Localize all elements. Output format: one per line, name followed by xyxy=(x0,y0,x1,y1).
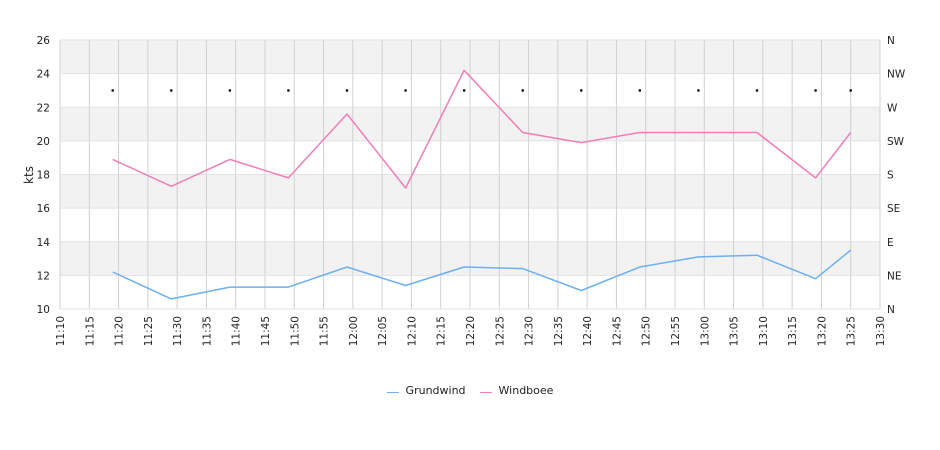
x-tick-label: 11:45 xyxy=(260,316,272,346)
x-tick-label: 11:20 xyxy=(114,316,126,346)
x-tick-label: 12:55 xyxy=(670,316,682,346)
x-tick-label: 11:55 xyxy=(319,316,331,346)
x-tick-label: 13:10 xyxy=(758,316,770,346)
x-tick-label: 12:10 xyxy=(406,316,418,346)
direction-marker xyxy=(579,89,583,92)
y-tick-label: 26 xyxy=(37,35,51,47)
direction-tick-label: SE xyxy=(887,203,900,215)
x-tick-label: 13:00 xyxy=(699,316,711,346)
direction-marker xyxy=(755,89,759,92)
direction-tick-label: S xyxy=(887,170,894,182)
x-tick-label: 11:40 xyxy=(231,316,243,346)
direction-marker xyxy=(521,89,525,92)
x-tick-label: 11:30 xyxy=(172,316,184,346)
x-tick-label: 13:05 xyxy=(729,316,741,346)
x-tick-label: 12:30 xyxy=(524,316,536,346)
direction-marker xyxy=(638,89,642,92)
direction-tick-label: N xyxy=(887,304,895,316)
x-tick-label: 12:40 xyxy=(582,316,594,346)
direction-marker xyxy=(462,89,466,92)
direction-marker xyxy=(111,89,115,92)
y-tick-label: 16 xyxy=(37,203,51,215)
x-tick-label: 13:15 xyxy=(787,316,799,346)
series-line-windboee xyxy=(112,69,852,189)
direction-marker xyxy=(228,89,232,92)
y-tick-label: 12 xyxy=(37,270,50,282)
x-axis: 11:10 11:15 11:20 11:25 11:30 11:35 11:40 11:45… xyxy=(55,316,887,346)
y-axis-left: 10 12 14 16 18 20 22 24 26 xyxy=(37,35,51,316)
y-tick-label: 14 xyxy=(37,237,51,249)
x-tick-label: 11:25 xyxy=(143,316,155,346)
direction-marker xyxy=(169,89,173,92)
chart-gridlines xyxy=(59,39,881,310)
direction-markers xyxy=(111,89,853,92)
direction-tick-label: NE xyxy=(887,270,902,282)
x-tick-label: 12:15 xyxy=(436,316,448,346)
y-axis-right: N NE E SE S SW W NW N xyxy=(887,35,906,316)
direction-tick-label: E xyxy=(887,237,894,249)
chart-legend: Grundwind Windboee xyxy=(0,384,940,397)
y-tick-label: 20 xyxy=(37,136,50,148)
direction-tick-label: NW xyxy=(887,69,906,81)
x-tick-label: 13:25 xyxy=(846,316,858,346)
direction-tick-label: N xyxy=(887,35,895,47)
x-tick-label: 12:25 xyxy=(494,316,506,346)
x-tick-label: 12:20 xyxy=(465,316,477,346)
legend-label-windboee: Windboee xyxy=(498,384,554,397)
x-tick-label: 12:35 xyxy=(553,316,565,346)
y-tick-label: 22 xyxy=(37,102,50,114)
x-tick-label: 12:00 xyxy=(348,316,360,346)
x-tick-label: 13:20 xyxy=(816,316,828,346)
x-tick-label: 13:30 xyxy=(875,316,887,346)
legend-label-grundwind: Grundwind xyxy=(405,384,466,397)
y-tick-label: 10 xyxy=(37,304,50,316)
direction-marker xyxy=(404,89,407,92)
y-axis-title: kts xyxy=(22,166,36,184)
series-line-grundwind xyxy=(112,249,852,300)
direction-marker xyxy=(814,89,817,92)
legend-item-grundwind[interactable]: Grundwind xyxy=(386,384,466,397)
y-tick-label: 24 xyxy=(37,69,51,81)
direction-tick-label: SW xyxy=(887,136,905,148)
x-tick-label: 12:05 xyxy=(377,316,389,346)
y-tick-label: 18 xyxy=(37,170,50,182)
legend-swatch-grundwind xyxy=(386,392,399,393)
x-tick-label: 11:15 xyxy=(84,316,96,346)
direction-marker xyxy=(849,89,853,92)
x-tick-label: 12:45 xyxy=(611,316,623,346)
x-tick-label: 11:10 xyxy=(55,316,67,346)
direction-tick-label: W xyxy=(887,102,898,114)
x-tick-label: 12:50 xyxy=(641,316,653,346)
direction-marker xyxy=(287,89,290,92)
x-tick-label: 11:50 xyxy=(289,316,301,346)
direction-marker xyxy=(697,89,700,92)
legend-swatch-windboee xyxy=(479,392,492,393)
direction-marker xyxy=(345,89,349,92)
x-tick-label: 11:35 xyxy=(201,316,213,346)
chart-series xyxy=(112,69,852,300)
legend-item-windboee[interactable]: Windboee xyxy=(479,384,554,397)
